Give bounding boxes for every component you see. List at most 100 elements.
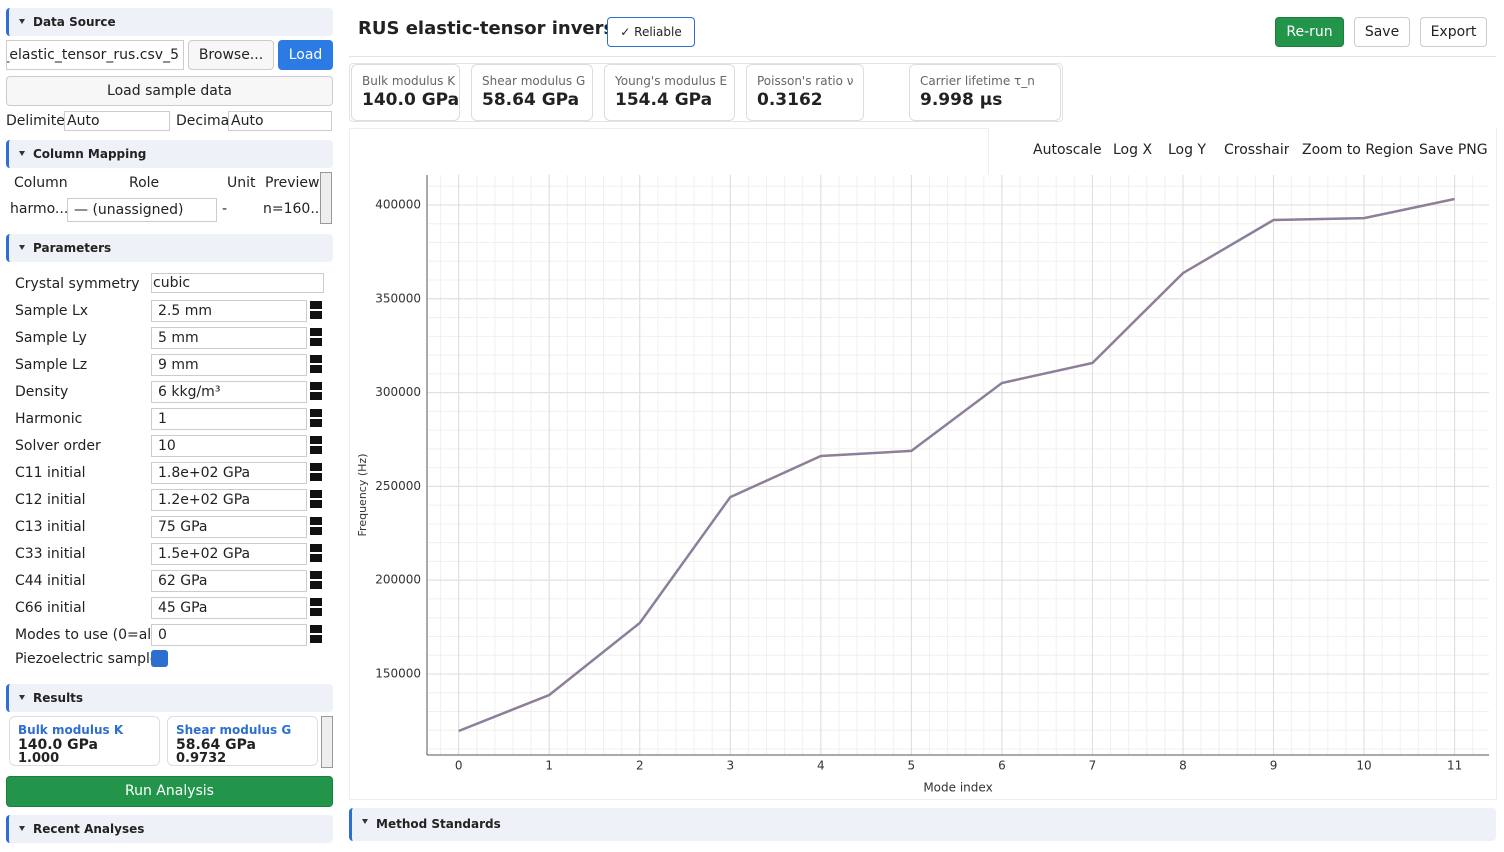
run-button[interactable]: Run Analysis — [6, 776, 333, 807]
field-label: C33 initial — [15, 546, 86, 562]
y-tick-label: 150000 — [375, 666, 421, 680]
spinner[interactable] — [310, 409, 322, 429]
field-label: Density — [15, 384, 69, 400]
metric-label: Carrier lifetime τ_n — [920, 74, 1035, 88]
spinner[interactable] — [310, 598, 322, 618]
number-input[interactable]: 6 kkg/m³ — [151, 381, 307, 403]
delimiter-select[interactable]: Auto — [64, 111, 170, 131]
result-extra: 1.000 — [18, 751, 60, 766]
spinner[interactable] — [310, 625, 322, 645]
toolbar-button[interactable]: Save PNG — [1419, 142, 1488, 158]
number-input[interactable]: 9 mm — [151, 354, 307, 376]
number-input[interactable]: 2.5 mm — [151, 300, 307, 322]
x-tick-label: 9 — [1270, 759, 1278, 773]
metric-value: 58.64 GPa — [482, 90, 580, 110]
number-input[interactable]: 1.8e+02 GPa — [151, 462, 307, 484]
rerun-button[interactable]: Re-run — [1275, 17, 1344, 47]
file-input[interactable]: 5_rps_elastic_tensor_rus.csv — [6, 40, 184, 70]
field-label: Harmonic — [15, 411, 83, 427]
metric-value: 154.4 GPa — [615, 90, 713, 110]
spinner[interactable] — [310, 571, 322, 591]
select[interactable]: cubic — [151, 273, 324, 293]
x-tick-label: 7 — [1089, 759, 1097, 773]
metric-label: Shear modulus G — [482, 74, 586, 88]
role-select[interactable]: — (unassigned) — [67, 198, 217, 222]
x-tick-label: 5 — [908, 759, 916, 773]
page-title: RUS elastic-tensor inversion — [358, 18, 646, 39]
spinner[interactable] — [310, 436, 322, 456]
spinner[interactable] — [310, 382, 322, 402]
number-input[interactable]: 0 — [151, 624, 307, 646]
x-axis-label: Mode index — [923, 781, 992, 795]
spinner[interactable] — [310, 328, 322, 348]
load-sample-button[interactable]: Load sample data — [6, 76, 333, 106]
number-input[interactable]: 62 GPa — [151, 570, 307, 592]
spinner[interactable] — [310, 517, 322, 537]
spinner[interactable] — [310, 490, 322, 510]
section-header[interactable]: Data Source — [6, 8, 333, 36]
scrollbar[interactable] — [320, 172, 332, 224]
field-label: C12 initial — [15, 492, 86, 508]
section-header[interactable]: Method Standards — [349, 808, 1496, 841]
chart-toolbar: Autoscale Log X Log Y Crosshair Zoom to Regi… — [988, 128, 1496, 175]
spinner[interactable] — [310, 544, 322, 564]
toolbar-button[interactable]: Autoscale — [1033, 142, 1102, 158]
number-input[interactable]: 1.5e+02 GPa — [151, 543, 307, 565]
metric-value: 0.3162 — [757, 90, 823, 110]
table-header: Preview — [265, 175, 320, 191]
metric-card: Poisson's ratio ν 0.3162 — [746, 64, 864, 121]
x-tick-label: 6 — [998, 759, 1006, 773]
metric-card: Carrier lifetime τ_n 9.998 µs — [909, 64, 1061, 121]
toolbar-button[interactable]: Log Y — [1168, 142, 1207, 158]
spinner[interactable] — [310, 463, 322, 483]
result-label: Bulk modulus K — [18, 723, 124, 737]
spinner[interactable] — [310, 301, 322, 321]
number-input[interactable]: 10 — [151, 435, 307, 457]
x-tick-label: 1 — [545, 759, 553, 773]
load-button[interactable]: Load — [278, 40, 333, 70]
metrics-strip — [349, 63, 1063, 122]
metric-label: Poisson's ratio ν — [757, 74, 854, 88]
toolbar-button[interactable]: Zoom to Region — [1302, 142, 1414, 158]
x-tick-label: 10 — [1356, 759, 1371, 773]
spinner[interactable] — [310, 355, 322, 375]
x-tick-label: 0 — [455, 759, 463, 773]
export-button[interactable]: Export — [1420, 17, 1487, 47]
number-input[interactable]: 75 GPa — [151, 516, 307, 538]
number-input[interactable]: 1 — [151, 408, 307, 430]
label: Decimal — [176, 113, 234, 129]
number-input[interactable]: 45 GPa — [151, 597, 307, 619]
metric-card: Bulk modulus K 140.0 GPa — [351, 64, 460, 121]
field-label: C66 initial — [15, 600, 86, 616]
section-header[interactable]: Column Mapping — [6, 140, 333, 168]
x-tick-label: 4 — [817, 759, 825, 773]
y-tick-label: 400000 — [375, 198, 421, 212]
metric-label: Bulk modulus K — [362, 74, 456, 88]
result-extra: 0.9732 — [176, 751, 227, 766]
label: Delimiter — [6, 113, 71, 129]
toolbar-button[interactable]: Crosshair — [1224, 142, 1290, 158]
divider — [349, 56, 1496, 57]
y-tick-label: 200000 — [375, 573, 421, 587]
section-header[interactable]: Recent Analyses — [6, 815, 333, 843]
section-header[interactable]: Parameters — [6, 234, 333, 262]
result-card: Bulk modulus K 140.0 GPa 1.000 — [9, 716, 160, 766]
field-label: Sample Ly — [15, 330, 87, 346]
field-label: Solver order — [15, 438, 101, 454]
number-input[interactable]: 5 mm — [151, 327, 307, 349]
scrollbar[interactable] — [321, 716, 333, 768]
y-axis-label: Frequency (Hz) — [356, 454, 369, 537]
decimal-select[interactable]: Auto — [228, 111, 332, 131]
number-input[interactable]: 1.2e+02 GPa — [151, 489, 307, 511]
field-label: C13 initial — [15, 519, 86, 535]
checkbox[interactable] — [151, 650, 168, 667]
x-tick-label: 11 — [1447, 759, 1462, 773]
section-header[interactable]: Results — [6, 684, 333, 712]
browse-button[interactable]: Browse... — [188, 40, 274, 70]
field-label: Crystal symmetry — [15, 276, 140, 292]
save-button[interactable]: Save — [1354, 17, 1410, 47]
toolbar-button[interactable]: Log X — [1113, 142, 1153, 158]
field-label: Modes to use (0=all) — [15, 627, 161, 643]
table-cell: n=160... — [263, 201, 324, 217]
